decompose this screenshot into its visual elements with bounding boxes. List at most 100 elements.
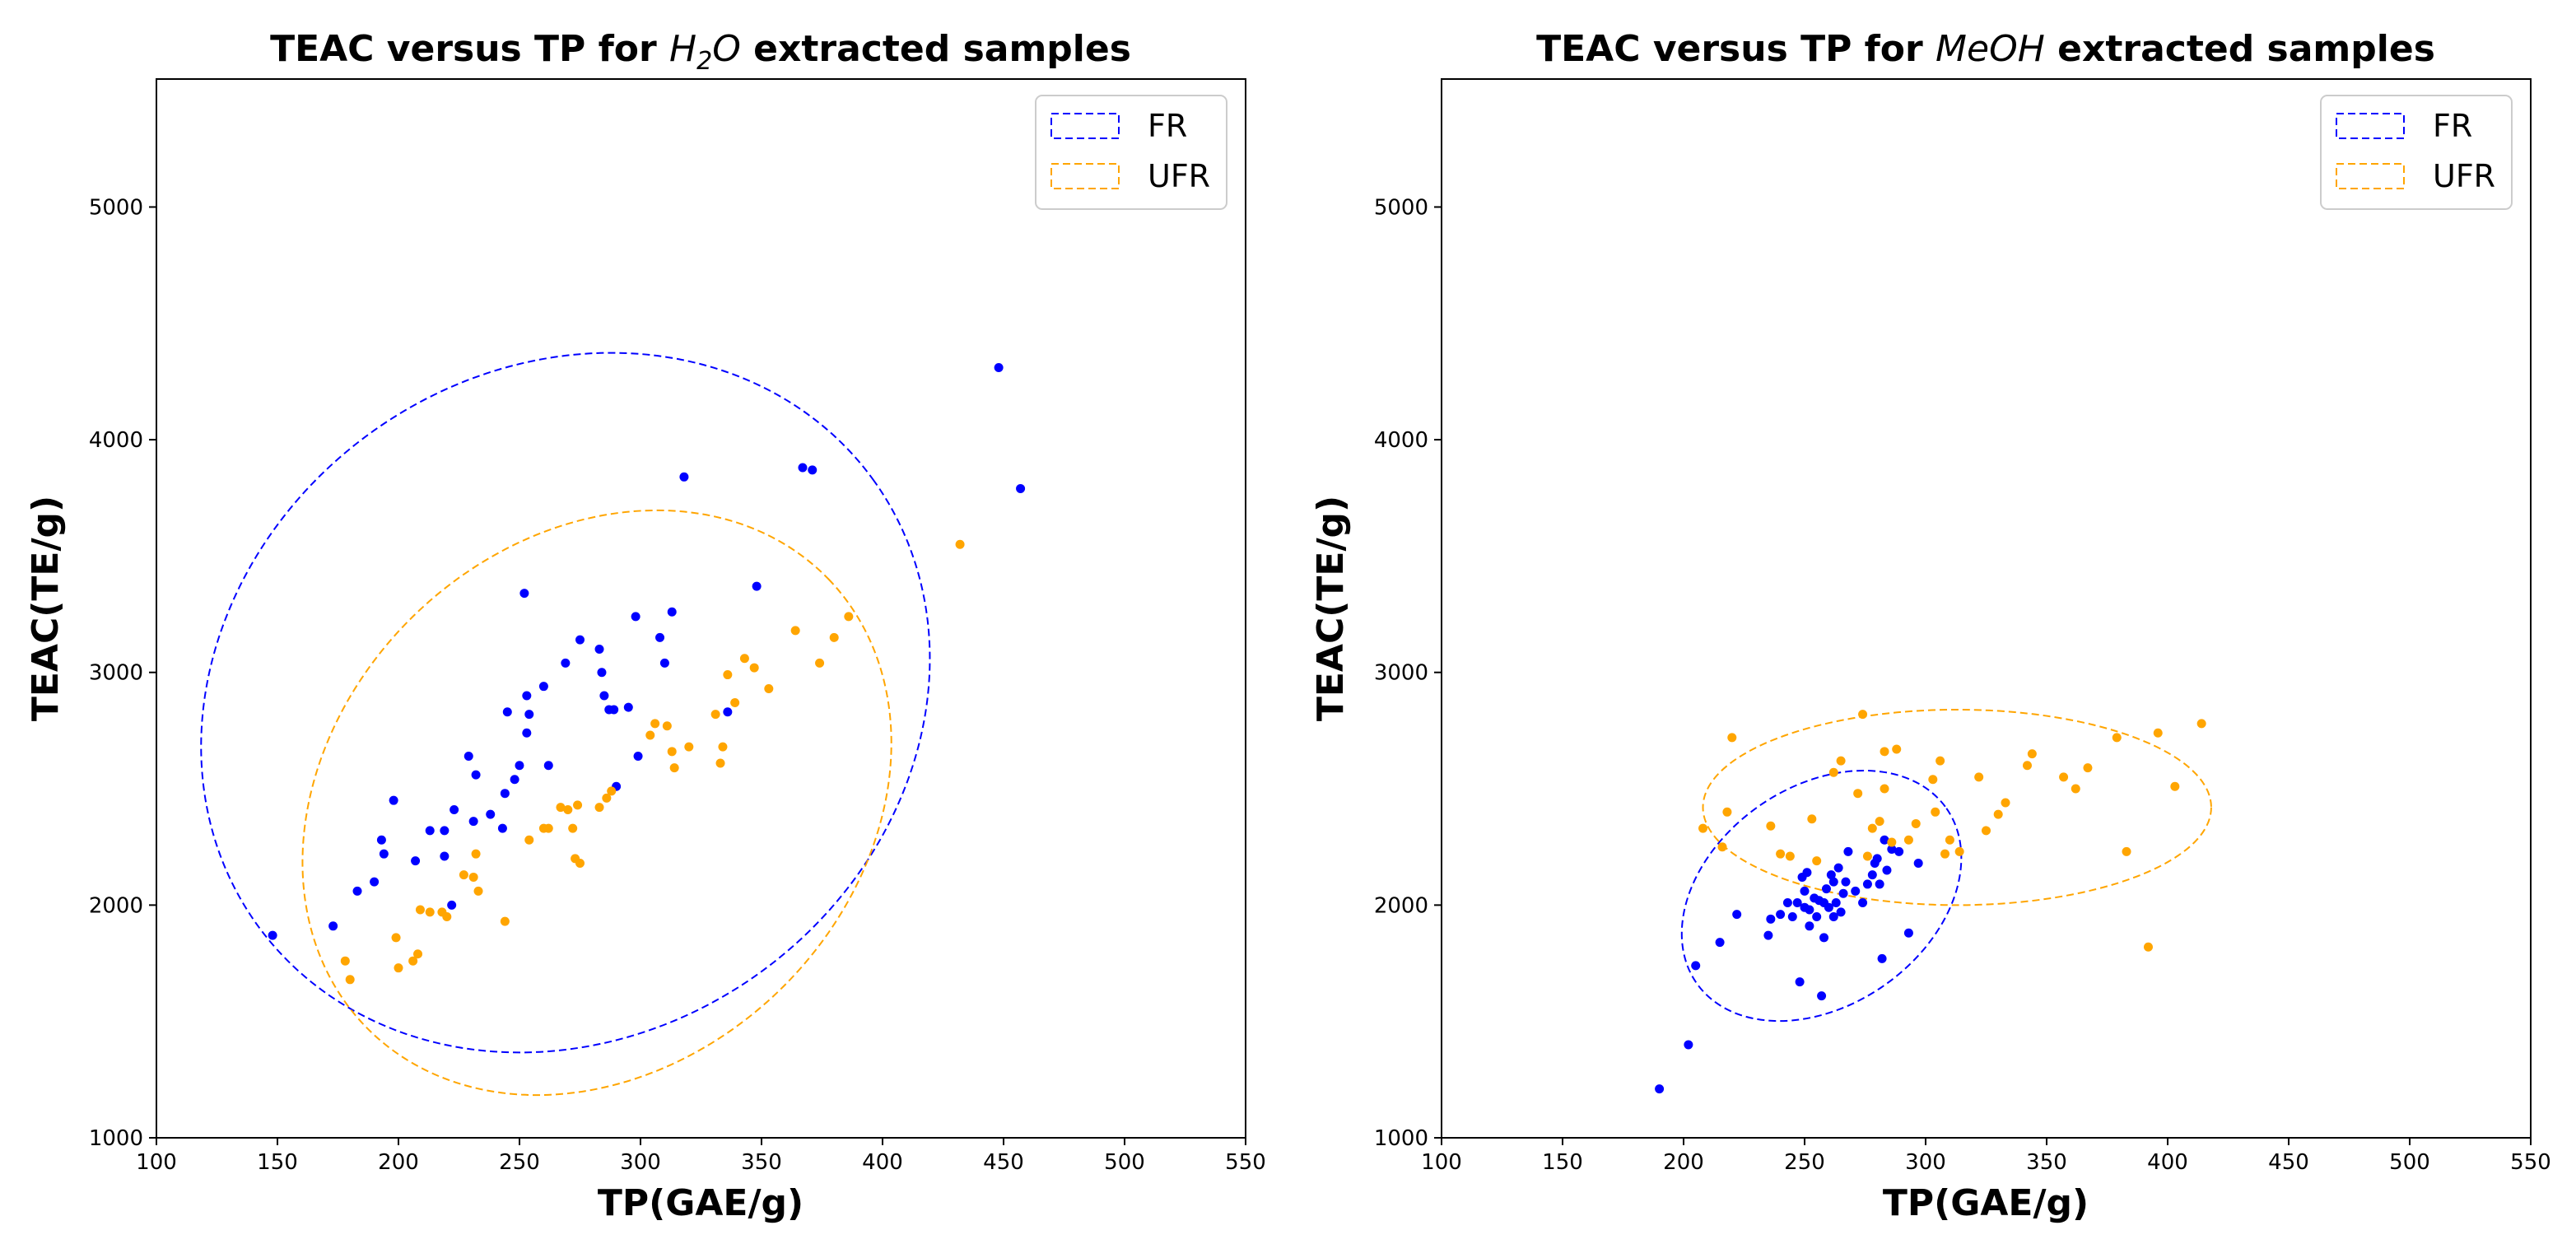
- point-ufr: [1858, 710, 1868, 720]
- point-fr: [352, 886, 362, 896]
- point-ufr: [1887, 837, 1897, 847]
- point-ufr: [1880, 747, 1889, 757]
- point-ufr: [415, 905, 425, 915]
- plot-area: [1441, 78, 2532, 1139]
- point-ufr: [1954, 846, 1964, 856]
- point-fr: [1792, 898, 1802, 908]
- point-ufr: [1836, 756, 1846, 766]
- point-ufr: [1807, 814, 1817, 824]
- chart-meoh: TEAC versus TP for MeOH extracted sample…: [1310, 28, 2551, 1224]
- point-ufr: [471, 849, 481, 859]
- point-ufr: [425, 907, 435, 917]
- point-fr: [1828, 911, 1838, 921]
- point-ufr: [1911, 818, 1921, 828]
- point-fr: [500, 789, 510, 799]
- point-ufr: [764, 684, 774, 694]
- point-fr: [1787, 911, 1797, 921]
- point-fr: [561, 658, 571, 668]
- point-ufr: [645, 730, 655, 740]
- y-tick-label: 5000: [89, 195, 143, 220]
- point-ufr: [844, 612, 854, 622]
- point-ufr: [749, 663, 759, 673]
- point-fr: [1766, 914, 1776, 924]
- x-ticks: 100 150 200 250 300 350 400 450 500 550: [136, 1138, 1266, 1175]
- point-ufr: [1974, 772, 1984, 782]
- point-ufr: [340, 956, 350, 966]
- point-ufr: [1727, 733, 1737, 743]
- point-ufr: [1903, 835, 1913, 845]
- point-fr: [1862, 879, 1872, 889]
- point-ufr: [669, 763, 679, 773]
- ellipse-ufr: [301, 509, 892, 1097]
- point-fr: [1836, 907, 1846, 917]
- point-fr: [1691, 961, 1701, 971]
- point-ufr: [1875, 817, 1884, 827]
- point-ufr: [563, 804, 573, 814]
- x-tick-label: 550: [1225, 1150, 1266, 1175]
- ellipse-ufr: [1702, 708, 2212, 906]
- point-fr: [597, 668, 607, 678]
- x-tick-label: 100: [1421, 1150, 1462, 1175]
- point-fr: [1872, 854, 1882, 864]
- point-ufr: [1940, 849, 1950, 859]
- point-fr: [1715, 938, 1725, 948]
- point-ufr: [1993, 809, 2003, 819]
- y-tick-label: 2000: [1374, 893, 1428, 918]
- point-ufr: [500, 916, 510, 926]
- point-ufr: [602, 793, 612, 803]
- x-tick-label: 400: [862, 1150, 903, 1175]
- y-ticks: 1000 2000 3000 4000 5000: [89, 195, 156, 1151]
- point-fr: [1805, 905, 1814, 915]
- point-fr: [1882, 865, 1892, 875]
- point-fr: [575, 635, 585, 645]
- x-axis-label: TP(GAE/g): [598, 1182, 804, 1224]
- x-tick-label: 500: [2389, 1150, 2430, 1175]
- point-ufr: [1892, 744, 1902, 754]
- point-fr: [440, 851, 450, 861]
- point-ufr: [524, 835, 534, 845]
- point-ufr: [739, 654, 749, 664]
- ellipse-fr: [200, 352, 931, 1054]
- point-fr: [268, 930, 277, 940]
- point-fr: [1880, 835, 1889, 845]
- point-fr: [1887, 845, 1897, 855]
- point-ufr: [391, 933, 401, 943]
- point-ufr: [2112, 733, 2122, 743]
- point-ufr: [413, 949, 423, 959]
- y-tick-label: 1000: [89, 1126, 143, 1151]
- point-fr: [1732, 910, 1742, 920]
- legend-label-fr: FR: [2433, 108, 2472, 144]
- y-ticks: 1000 2000 3000 4000 5000: [1374, 195, 1442, 1151]
- point-fr: [471, 770, 481, 780]
- x-tick-label: 450: [2268, 1150, 2309, 1175]
- x-tick-label: 350: [2026, 1150, 2067, 1175]
- point-ufr: [1785, 851, 1795, 861]
- point-fr: [752, 581, 762, 591]
- point-ufr: [1722, 807, 1732, 817]
- y-tick-label: 1000: [1374, 1126, 1428, 1151]
- y-axis-label: TEAC(TE/g): [25, 496, 67, 721]
- point-fr: [1824, 902, 1833, 912]
- point-ufr: [667, 747, 677, 757]
- point-fr: [497, 823, 507, 833]
- point-ufr: [790, 626, 800, 636]
- ellipses: [1680, 708, 2212, 1023]
- point-ufr: [442, 911, 452, 921]
- point-fr: [1828, 877, 1838, 887]
- point-ufr: [1928, 775, 1938, 785]
- point-fr: [463, 751, 473, 761]
- point-ufr: [2170, 781, 2180, 791]
- y-tick-label: 2000: [89, 893, 143, 918]
- point-ufr: [829, 632, 839, 642]
- point-fr: [328, 921, 338, 931]
- point-ufr: [1812, 856, 1822, 866]
- point-fr: [538, 682, 548, 692]
- chart-title: TEAC versus TP for H2O extracted samples: [270, 28, 1131, 76]
- point-fr: [515, 761, 524, 771]
- point-ufr: [1853, 789, 1863, 799]
- point-fr: [1802, 868, 1812, 878]
- point-ufr: [2143, 942, 2153, 952]
- point-fr: [522, 691, 532, 701]
- x-tick-label: 100: [136, 1150, 177, 1175]
- points: [1655, 710, 2206, 1094]
